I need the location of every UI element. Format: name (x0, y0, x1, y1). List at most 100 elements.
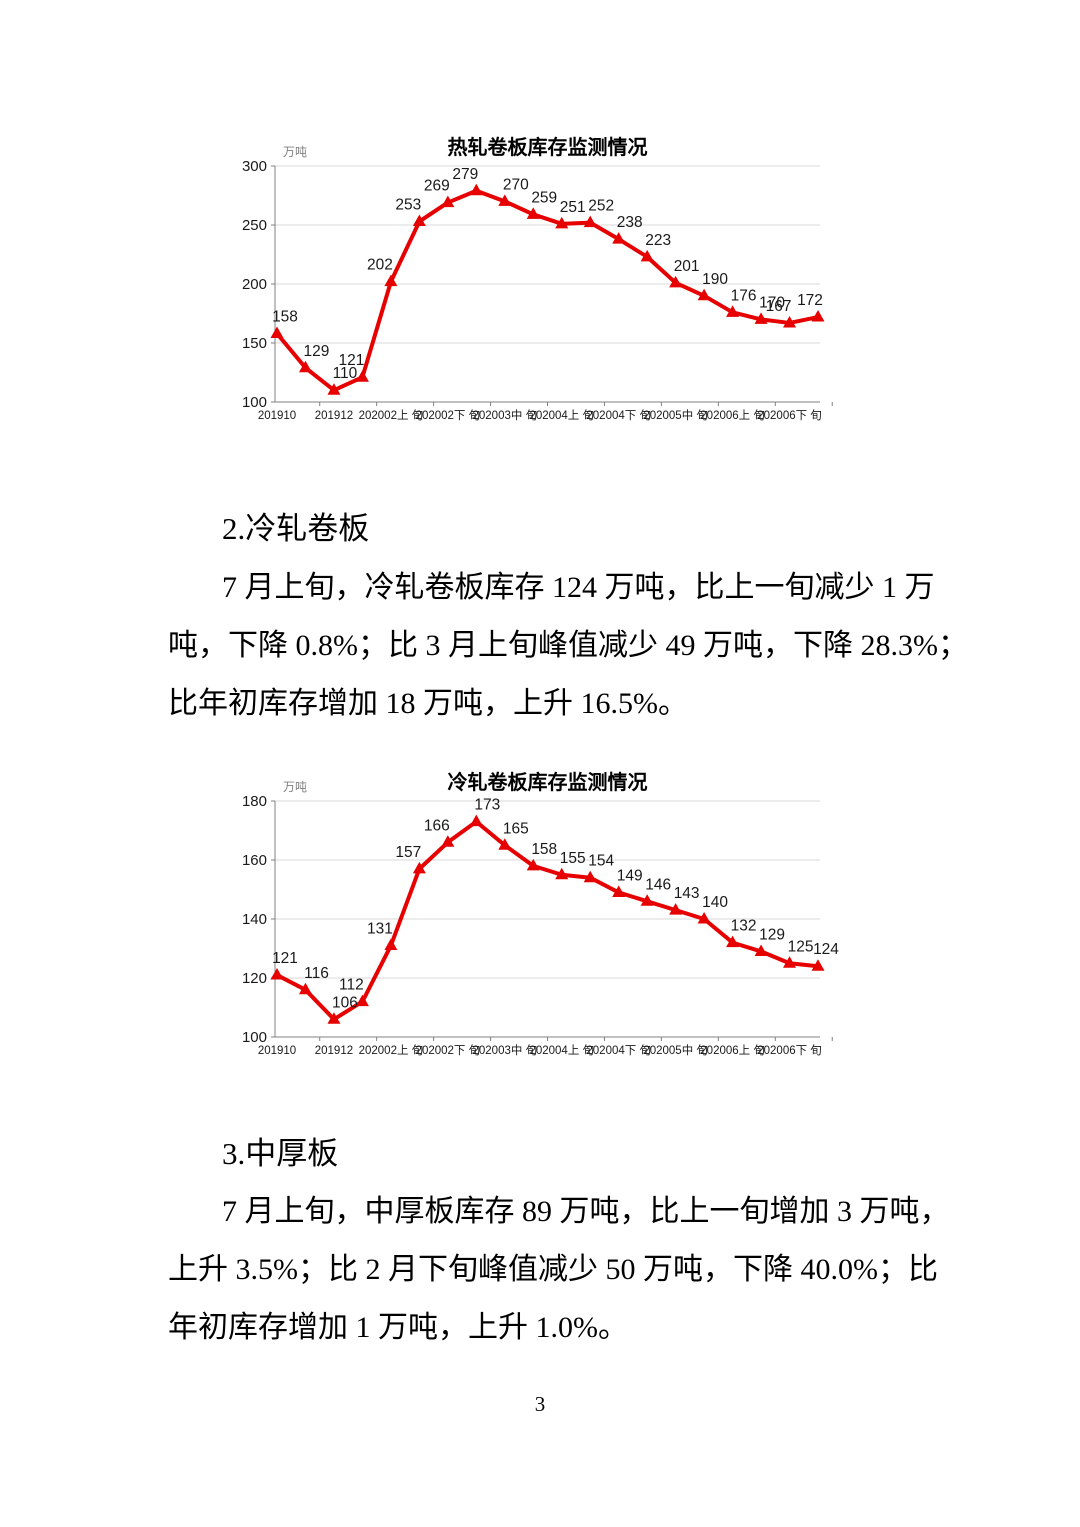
unit-label: 万吨 (283, 780, 307, 794)
x-tick-label: 202006下 旬 (757, 409, 822, 422)
value-label: 173 (474, 797, 500, 814)
x-tick-label: 202006上 旬 (700, 1044, 765, 1057)
data-point-marker (726, 935, 740, 948)
data-point-marker (612, 232, 626, 244)
section-3-line-1: 7 月上旬，中厚板库存 89 万吨，比上一旬增加 3 万吨， (222, 1195, 950, 1228)
x-tick-label: 202005中 旬 (643, 1044, 708, 1057)
value-label: 238 (617, 214, 643, 231)
data-point-marker (555, 867, 569, 880)
data-point-marker (327, 383, 341, 395)
y-tick-label: 140 (242, 911, 267, 928)
data-point-marker (469, 814, 483, 827)
data-point-marker (384, 274, 398, 287)
line-chart-svg: 100 120 140 160 180 冷轧卷板库存监测情况 万吨 201910 201912 2… (242, 770, 839, 1057)
value-label: 125 (788, 938, 814, 955)
section-2-heading: 2.冷轧卷板 (222, 511, 370, 546)
hot-rolled-inventory-chart: 100 150 200 250 300 热轧卷板库存监测情况 万吨 201910 201912 2… (228, 130, 840, 442)
value-label: 106 (332, 994, 358, 1011)
x-tick-label: 202006上 旬 (700, 409, 765, 422)
x-tick-label: 201910 (258, 410, 296, 422)
x-tick-label: 201912 (315, 410, 353, 422)
value-label: 251 (560, 199, 586, 216)
section-2-line-1: 7 月上旬，冷轧卷板库存 124 万吨，比上一旬减少 1 万 (222, 571, 935, 604)
value-label: 129 (304, 343, 330, 360)
data-point-marker (270, 968, 284, 980)
x-tick-label: 202002下 旬 (416, 1044, 481, 1057)
data-point-marker (783, 315, 797, 328)
data-point-marker (726, 305, 740, 317)
value-label: 270 (503, 176, 529, 193)
data-point-marker (441, 195, 455, 208)
value-label: 165 (503, 820, 529, 837)
data-point-marker (555, 216, 569, 229)
page-number: 3 (534, 1392, 546, 1416)
value-label: 131 (367, 921, 393, 938)
data-point-marker (298, 982, 312, 995)
data-point-marker (412, 861, 426, 874)
data-point-marker (583, 215, 597, 228)
value-label: 279 (452, 166, 478, 183)
value-label: 116 (304, 965, 329, 982)
y-tick-label: 250 (242, 217, 267, 234)
data-point-marker (526, 858, 540, 871)
value-label: 201 (674, 258, 700, 275)
section-2-line-2: 吨，下降 0.8%；比 3 月上旬峰值减少 49 万吨，下降 28.3%； (168, 629, 968, 662)
value-label: 132 (731, 918, 757, 935)
data-point-marker (669, 903, 683, 915)
x-tick-label: 202002上 旬 (359, 409, 424, 422)
data-point-marker (355, 994, 369, 1007)
y-tick-label: 160 (242, 852, 267, 869)
value-label: 158 (531, 841, 557, 858)
data-point-marker (697, 288, 711, 301)
x-tick-label: 202004上 旬 (529, 409, 594, 422)
value-label: 259 (531, 189, 557, 206)
x-tick-label: 202002下 旬 (416, 409, 481, 422)
y-tick-label: 100 (242, 394, 267, 411)
data-point-marker (640, 894, 654, 906)
unit-label: 万吨 (283, 145, 307, 159)
data-point-marker (498, 838, 512, 850)
data-point-marker (811, 310, 825, 322)
chart-title: 冷轧卷板库存监测情况 (448, 770, 648, 794)
data-point-marker (783, 956, 797, 968)
y-tick-label: 150 (242, 335, 267, 352)
data-point-marker (526, 207, 540, 219)
y-tick-label: 180 (242, 793, 267, 810)
value-label: 154 (588, 853, 614, 870)
cold-rolled-inventory-chart: 100 120 140 160 180 冷轧卷板库存监测情况 万吨 201910 201912 2… (228, 765, 840, 1077)
x-tick-label: 202002上 旬 (359, 1044, 424, 1057)
value-label: 124 (813, 941, 839, 958)
value-label: 143 (674, 885, 700, 902)
x-tick-label: 202003中 旬 (473, 1044, 538, 1057)
value-label: 223 (645, 232, 671, 249)
section-3-heading: 3.中厚板 (222, 1136, 339, 1171)
value-label: 140 (702, 894, 728, 911)
value-label: 129 (759, 926, 785, 943)
data-line (275, 188, 819, 393)
value-label: 112 (339, 977, 364, 994)
value-label: 172 (797, 292, 823, 309)
data-point-marker (612, 885, 626, 897)
x-tick-label: 202004下 旬 (586, 409, 651, 422)
section-3-line-3: 年初库存增加 1 万吨，上升 1.0%。 (168, 1311, 628, 1344)
value-label: 253 (395, 196, 421, 213)
x-tick-label: 201910 (258, 1045, 296, 1057)
value-label: 121 (338, 352, 364, 369)
value-label: 170 (759, 294, 785, 311)
data-point-marker (412, 214, 426, 226)
data-point-marker (697, 912, 711, 924)
value-label: 146 (645, 876, 671, 893)
y-tick-label: 100 (242, 1029, 267, 1046)
data-point-marker (754, 312, 768, 324)
data-point-marker (583, 870, 597, 883)
value-label: 149 (617, 867, 643, 884)
x-tick-label: 202006下 旬 (757, 1044, 822, 1057)
data-point-marker (640, 249, 654, 262)
y-tick-label: 120 (242, 970, 267, 987)
line-chart-svg: 100 150 200 250 300 热轧卷板库存监测情况 万吨 201910 201912 2… (242, 135, 833, 422)
data-point-marker (327, 1012, 341, 1024)
y-tick-label: 300 (242, 158, 267, 175)
value-label: 157 (395, 844, 421, 861)
value-label: 158 (272, 309, 298, 326)
x-tick-label: 202004上 旬 (529, 1044, 594, 1057)
